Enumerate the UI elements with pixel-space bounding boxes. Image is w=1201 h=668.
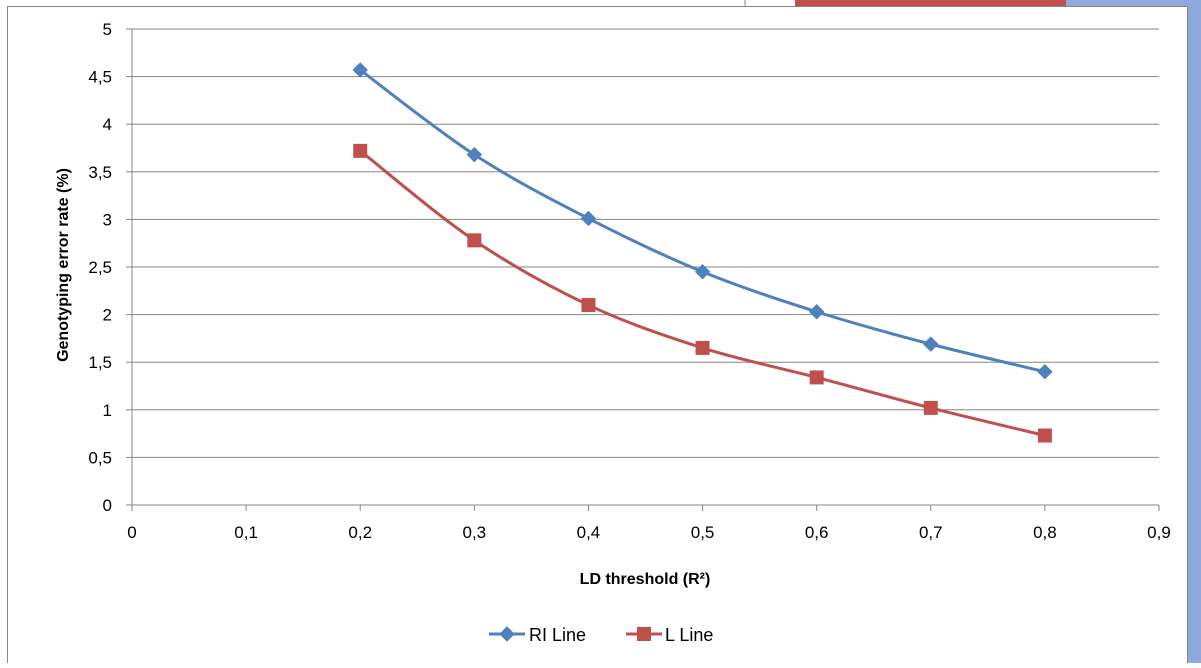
data-point: [694, 264, 711, 280]
data-point: [809, 370, 824, 385]
x-tick-label: 0,6: [805, 523, 829, 542]
series-l-line: [353, 143, 1052, 443]
x-tick-label: 0,8: [1033, 523, 1057, 542]
y-tick-label: 3: [103, 210, 112, 229]
x-tick-labels: 0 0,1 0,2 0,3 0,4 0,5 0,6 0,7 0,8 0,9: [127, 523, 1171, 542]
legend-marker: [637, 627, 651, 641]
data-point: [1037, 428, 1052, 443]
legend-marker: [499, 626, 515, 642]
data-point: [695, 340, 710, 355]
y-tick-label: 1,5: [88, 353, 112, 372]
x-tick-label: 0,1: [234, 523, 258, 542]
y-tick-labels: 0 0,5 1 1,5 2 2,5 3 3,5 4 4,5 5: [88, 20, 112, 515]
data-point: [923, 400, 938, 415]
legend-label: RI Line: [529, 625, 586, 645]
x-tick-label: 0,7: [919, 523, 943, 542]
data-point: [808, 304, 825, 320]
y-tick-label: 0: [103, 496, 112, 515]
data-point: [466, 146, 483, 163]
data-point: [353, 143, 368, 158]
legend: RI Line L Line: [489, 625, 713, 645]
x-tick-label: 0,5: [691, 523, 715, 542]
y-axis-title: Genotyping error rate (%): [55, 168, 72, 362]
x-tick-label: 0,4: [577, 523, 601, 542]
y-tick-label: 2: [103, 306, 112, 325]
data-point: [923, 336, 939, 352]
y-tick-label: 5: [103, 20, 112, 39]
data-point: [352, 62, 368, 78]
series-ri-line: [352, 62, 1053, 380]
data-point: [467, 233, 482, 248]
legend-label: L Line: [665, 625, 713, 645]
x-tick-label: 0,3: [463, 523, 487, 542]
legend-item: L Line: [626, 625, 713, 645]
x-tick-label: 0,9: [1147, 523, 1171, 542]
y-tick-label: 4: [103, 115, 112, 134]
data-point: [581, 298, 596, 313]
data-point: [1037, 364, 1053, 380]
y-tick-label: 1: [103, 401, 112, 420]
x-axis-title: LD threshold (R²): [580, 571, 711, 588]
y-tick-label: 2,5: [88, 258, 112, 277]
chart-frame: [7, 6, 1188, 668]
y-tick-label: 3,5: [88, 163, 112, 182]
axes: [131, 29, 1160, 511]
x-tick-label: 0: [127, 523, 136, 542]
series-layer: [352, 62, 1053, 443]
y-tick-label: 0,5: [88, 448, 112, 467]
legend-item: RI Line: [489, 625, 586, 645]
gridlines: [126, 28, 1159, 506]
y-tick-label: 4,5: [88, 68, 112, 87]
x-tick-label: 0,2: [348, 523, 372, 542]
data-point: [580, 210, 597, 227]
